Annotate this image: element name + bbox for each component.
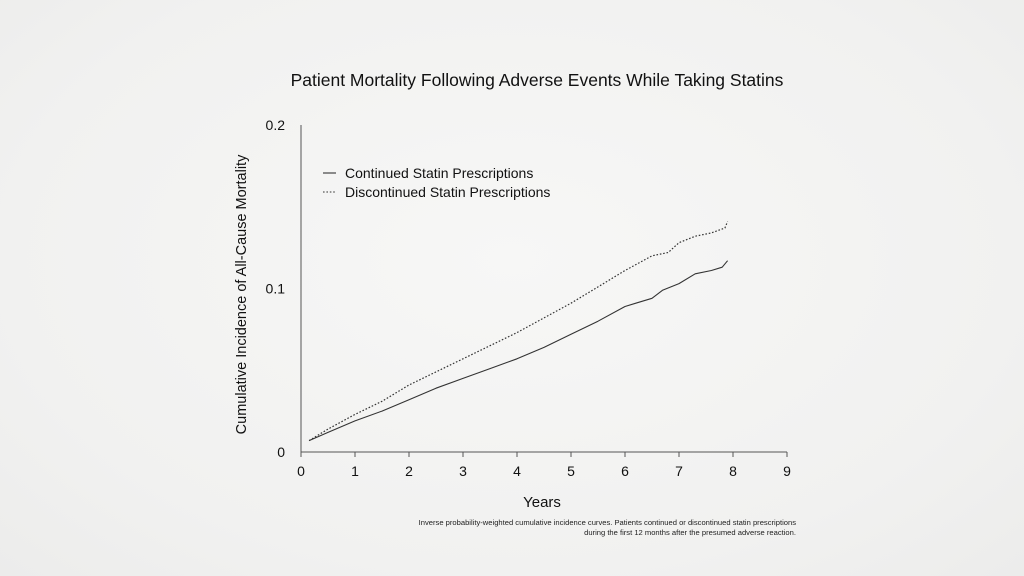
x-axis-label: Years [523,494,561,511]
x-tick-label: 8 [729,463,737,479]
x-tick-label: 1 [351,463,359,479]
axes: 0 1 2 3 4 5 6 7 8 9 0 0.1 0.2 Years Cumulative Inciden… [234,117,791,511]
x-tick-label: 3 [459,463,467,479]
legend: Continued Statin Prescriptions Discontinu… [323,165,550,200]
x-tick-label: 6 [621,463,629,479]
y-axis-label: Cumulative Incidence of All-Cause Mortal… [234,154,250,434]
x-tick-label: 0 [297,463,305,479]
y-tick-label: 0 [277,444,285,460]
series-group [308,221,729,442]
x-tick-label: 9 [783,463,791,479]
x-tick-label: 7 [675,463,683,479]
x-tick-label: 4 [513,463,521,479]
discontinued-series-line [308,221,729,442]
chart-footnote: Inverse probability-weighted cumulative … [418,518,796,537]
y-tick-label: 0.1 [266,281,286,297]
legend-label: Continued Statin Prescriptions [345,165,533,181]
legend-label: Discontinued Statin Prescriptions [345,184,550,200]
chart-title: Patient Mortality Following Adverse Even… [290,70,784,90]
y-tick-label: 0.2 [266,117,286,133]
continued-series-line [308,260,729,442]
x-tick-label: 2 [405,463,413,479]
x-tick-label: 5 [567,463,575,479]
